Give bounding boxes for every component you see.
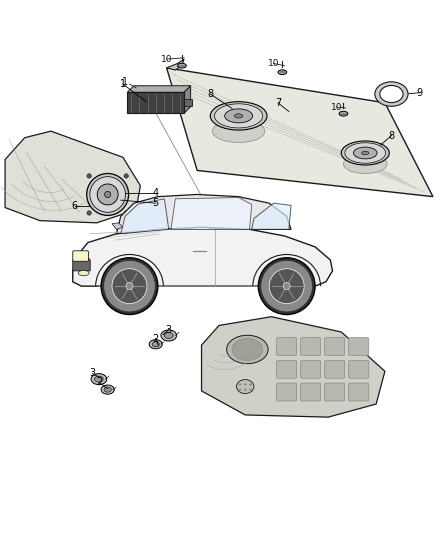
Ellipse shape	[226, 335, 268, 364]
Ellipse shape	[232, 338, 263, 360]
Text: 4: 4	[152, 188, 159, 198]
Text: 8: 8	[389, 131, 395, 141]
FancyBboxPatch shape	[127, 92, 184, 113]
Ellipse shape	[101, 258, 158, 314]
Text: 6: 6	[72, 201, 78, 211]
Ellipse shape	[237, 379, 254, 393]
FancyBboxPatch shape	[349, 338, 369, 356]
Ellipse shape	[90, 176, 125, 212]
Ellipse shape	[380, 85, 403, 102]
Ellipse shape	[283, 282, 290, 289]
FancyBboxPatch shape	[300, 360, 321, 378]
Text: 7: 7	[275, 98, 281, 108]
Ellipse shape	[105, 261, 155, 311]
Ellipse shape	[278, 70, 287, 75]
Polygon shape	[5, 131, 141, 223]
Ellipse shape	[345, 143, 386, 163]
Text: 3: 3	[89, 368, 95, 378]
Ellipse shape	[212, 120, 265, 142]
Polygon shape	[112, 223, 123, 229]
Ellipse shape	[341, 141, 389, 165]
Ellipse shape	[239, 389, 241, 390]
Ellipse shape	[101, 385, 114, 394]
Ellipse shape	[164, 333, 173, 338]
FancyBboxPatch shape	[349, 360, 369, 378]
FancyBboxPatch shape	[277, 338, 297, 356]
Ellipse shape	[234, 114, 243, 118]
Ellipse shape	[161, 330, 177, 341]
Ellipse shape	[91, 374, 107, 385]
Polygon shape	[121, 199, 169, 234]
Ellipse shape	[269, 269, 304, 304]
FancyBboxPatch shape	[73, 251, 88, 261]
Ellipse shape	[343, 154, 387, 174]
Text: 10: 10	[161, 54, 173, 63]
FancyBboxPatch shape	[300, 383, 321, 401]
Text: 2: 2	[152, 334, 159, 344]
Ellipse shape	[95, 376, 103, 382]
Ellipse shape	[239, 384, 241, 385]
Ellipse shape	[244, 384, 246, 385]
FancyBboxPatch shape	[325, 360, 345, 378]
Ellipse shape	[104, 387, 111, 392]
Polygon shape	[201, 317, 385, 417]
Ellipse shape	[258, 258, 315, 314]
Ellipse shape	[124, 211, 128, 215]
FancyBboxPatch shape	[325, 338, 345, 356]
Ellipse shape	[250, 384, 251, 385]
Text: 10: 10	[331, 103, 343, 111]
Ellipse shape	[244, 389, 246, 390]
Ellipse shape	[353, 147, 377, 159]
Polygon shape	[112, 234, 162, 240]
Polygon shape	[166, 68, 433, 197]
Ellipse shape	[126, 282, 133, 289]
Ellipse shape	[210, 102, 267, 130]
FancyBboxPatch shape	[325, 383, 345, 401]
Ellipse shape	[105, 191, 111, 198]
Ellipse shape	[375, 82, 408, 106]
Polygon shape	[127, 86, 191, 92]
Ellipse shape	[149, 340, 162, 349]
FancyBboxPatch shape	[277, 383, 297, 401]
Text: 8: 8	[207, 89, 213, 99]
Ellipse shape	[177, 63, 186, 68]
FancyBboxPatch shape	[184, 99, 192, 106]
Polygon shape	[166, 59, 184, 70]
Ellipse shape	[112, 269, 147, 304]
Text: 10: 10	[268, 59, 279, 68]
Ellipse shape	[250, 389, 251, 390]
Ellipse shape	[87, 211, 92, 215]
Ellipse shape	[87, 174, 129, 215]
Ellipse shape	[362, 151, 369, 155]
Polygon shape	[117, 195, 291, 234]
FancyBboxPatch shape	[277, 360, 297, 378]
Ellipse shape	[152, 342, 159, 347]
FancyBboxPatch shape	[300, 338, 321, 356]
Text: 9: 9	[417, 88, 423, 98]
Polygon shape	[73, 227, 332, 286]
FancyBboxPatch shape	[349, 383, 369, 401]
Polygon shape	[252, 203, 291, 229]
Text: 1: 1	[122, 77, 128, 87]
Polygon shape	[101, 231, 162, 238]
Ellipse shape	[87, 174, 92, 178]
Polygon shape	[184, 86, 191, 113]
Text: 5: 5	[152, 198, 159, 208]
Ellipse shape	[78, 270, 89, 276]
Ellipse shape	[339, 111, 348, 116]
Polygon shape	[73, 256, 90, 271]
Ellipse shape	[261, 261, 312, 311]
Text: 3: 3	[166, 325, 172, 335]
Ellipse shape	[124, 174, 128, 178]
Text: 1: 1	[120, 79, 126, 89]
Polygon shape	[171, 198, 252, 229]
Ellipse shape	[97, 184, 118, 205]
Ellipse shape	[225, 109, 253, 123]
Text: 2: 2	[96, 377, 102, 387]
Ellipse shape	[215, 104, 263, 128]
